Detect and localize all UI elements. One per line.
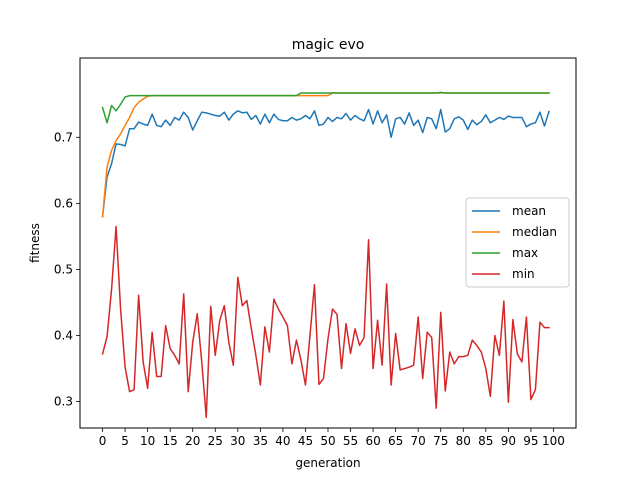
y-axis: 0.3 0.4 0.5 0.6 0.7 xyxy=(54,130,80,409)
legend-label-max: max xyxy=(512,246,538,260)
x-tick-label: 90 xyxy=(501,434,516,448)
x-tick-label: 55 xyxy=(343,434,358,448)
legend: mean median max min xyxy=(465,197,570,288)
x-tick-label: 15 xyxy=(163,434,178,448)
x-axis-label: generation xyxy=(295,456,360,470)
x-tick-label: 95 xyxy=(523,434,538,448)
x-tick-label: 60 xyxy=(365,434,380,448)
x-tick-label: 25 xyxy=(208,434,223,448)
series-line-min xyxy=(101,225,550,419)
legend-box xyxy=(465,197,570,288)
chart-title: magic evo xyxy=(292,37,365,53)
legend-label-min: min xyxy=(512,267,535,281)
x-tick-label: 10 xyxy=(140,434,155,448)
x-tick-label: 5 xyxy=(121,434,129,448)
series-line-mean xyxy=(101,108,550,218)
x-tick-label: 85 xyxy=(478,434,493,448)
legend-label-mean: mean xyxy=(512,204,546,218)
x-tick-label: 65 xyxy=(388,434,403,448)
x-tick-label: 40 xyxy=(275,434,290,448)
x-tick-label: 45 xyxy=(298,434,313,448)
x-tick-label: 70 xyxy=(411,434,426,448)
y-tick-label: 0.5 xyxy=(54,262,73,276)
series-line-max xyxy=(101,91,550,124)
y-axis-label: fitness xyxy=(28,223,42,263)
x-tick-label: 30 xyxy=(230,434,245,448)
x-tick-label: 100 xyxy=(542,434,565,448)
y-tick-label: 0.6 xyxy=(54,196,73,210)
x-tick-label: 0 xyxy=(99,434,107,448)
x-tick-label: 35 xyxy=(253,434,268,448)
y-tick-label: 0.3 xyxy=(54,395,73,409)
x-tick-label: 80 xyxy=(456,434,471,448)
x-tick-label: 75 xyxy=(433,434,448,448)
x-tick-label: 20 xyxy=(185,434,200,448)
x-axis: 0 5 10 15 20 25 30 35 40 45 50 55 60 65 70 75 80 85 90 95 10… xyxy=(99,428,565,448)
x-tick-label: 50 xyxy=(320,434,335,448)
legend-label-median: median xyxy=(512,225,557,239)
y-tick-label: 0.4 xyxy=(54,329,73,343)
series-layer xyxy=(101,91,550,419)
y-tick-label: 0.7 xyxy=(54,130,73,144)
